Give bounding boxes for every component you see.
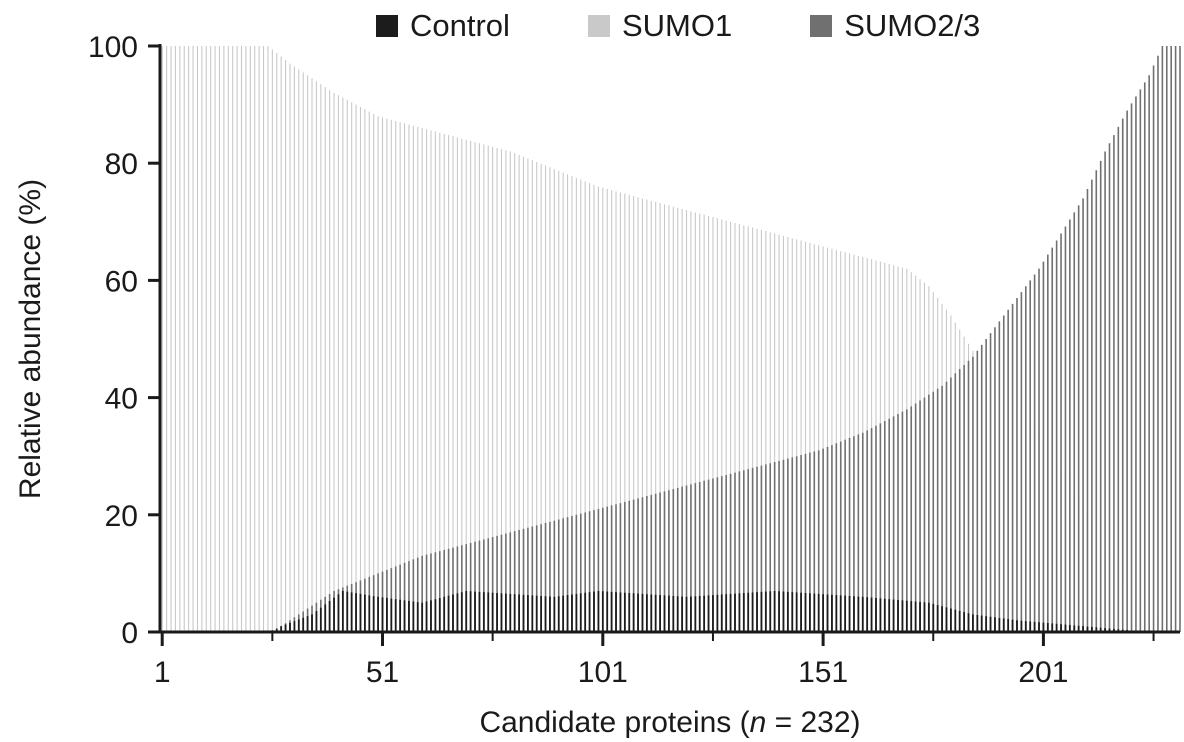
legend-swatch-control: [376, 15, 398, 37]
x-tick-label: 101: [578, 656, 628, 689]
legend-swatch-sumo23: [810, 15, 833, 37]
y-axis-title: Relative abundance (%): [14, 179, 47, 499]
x-axis-title-prefix: Candidate proteins (: [479, 706, 749, 739]
x-tick-label: 1: [154, 656, 171, 689]
legend-label-sumo23: SUMO2/3: [844, 8, 981, 43]
y-tick-label: 20: [105, 500, 138, 533]
y-tick-label: 40: [105, 383, 138, 416]
legend-label-sumo1: SUMO1: [621, 8, 733, 43]
control-series: [275, 590, 1146, 632]
y-tick-label: 100: [88, 31, 138, 64]
y-tick-label: 80: [105, 148, 138, 181]
legend-swatch-sumo1: [587, 15, 610, 37]
legend-item-sumo23: SUMO2/3: [810, 8, 980, 44]
legend-item-sumo1: SUMO1: [587, 8, 733, 44]
y-tick-label: 0: [121, 617, 138, 650]
x-tick-label: 201: [1018, 656, 1068, 689]
legend-item-control: Control: [376, 8, 510, 44]
x-tick-label: 51: [366, 656, 399, 689]
y-tick-label: 60: [105, 265, 138, 298]
legend-label-control: Control: [410, 8, 510, 43]
x-axis-title-n: n: [750, 706, 767, 739]
legend: Control SUMO1 SUMO2/3: [376, 8, 980, 44]
x-axis-title-suffix: = 232): [766, 706, 860, 739]
x-axis-title: Candidate proteins (n = 232): [479, 706, 860, 739]
x-tick-label: 151: [798, 656, 848, 689]
